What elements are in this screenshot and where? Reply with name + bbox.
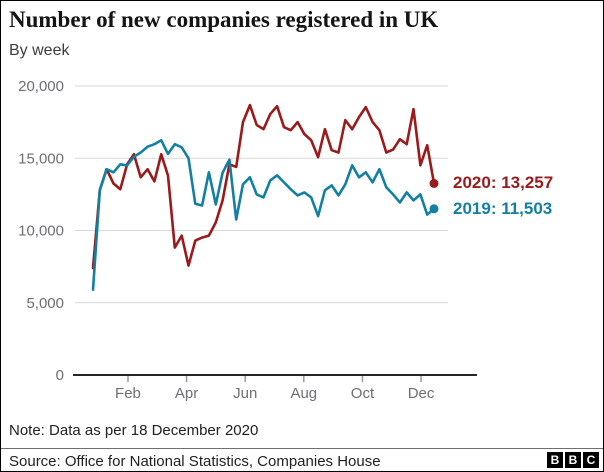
line-chart: 0 5,000 10,000 15,000 20,000 Feb Apr Jun Aug Oct D… [18,78,477,402]
bbc-logo-block-b2: B [565,452,581,468]
series-end-dot-2020 [429,178,439,188]
series-end-label-2020: 2020: 13,257 [453,173,554,193]
x-tick-label-Dec: Dec [408,385,435,402]
y-tick-label: 20,000 [18,78,64,95]
bbc-logo-block-b1: B [547,452,563,468]
y-tick-label: 15,000 [18,150,64,167]
chart-title: Number of new companies registered in UK [9,7,439,32]
series-line-2020 [91,103,436,270]
series-end-dot-2019 [429,204,439,214]
y-tick-label: 10,000 [18,223,64,240]
x-tick-label-Oct: Oct [351,385,375,402]
x-tick-label-Feb: Feb [115,385,141,402]
y-tick-label: 0 [56,367,64,384]
x-tick-label-Apr: Apr [175,385,198,402]
x-tick-label-Aug: Aug [290,385,317,402]
chart-subtitle: By week [9,42,70,59]
series-line-2019 [91,138,436,292]
y-tick-label: 5,000 [26,295,64,312]
bbc-logo-block-c: C [583,452,599,468]
bbc-logo: B B C [547,452,599,468]
x-tick-label-Jun: Jun [233,385,257,402]
series-end-label-2019: 2019: 11,503 [453,198,553,218]
chart-source: Source: Office for National Statistics, … [9,453,381,470]
footer-divider [1,448,603,449]
chart-note: Note: Data as per 18 December 2020 [9,422,259,439]
